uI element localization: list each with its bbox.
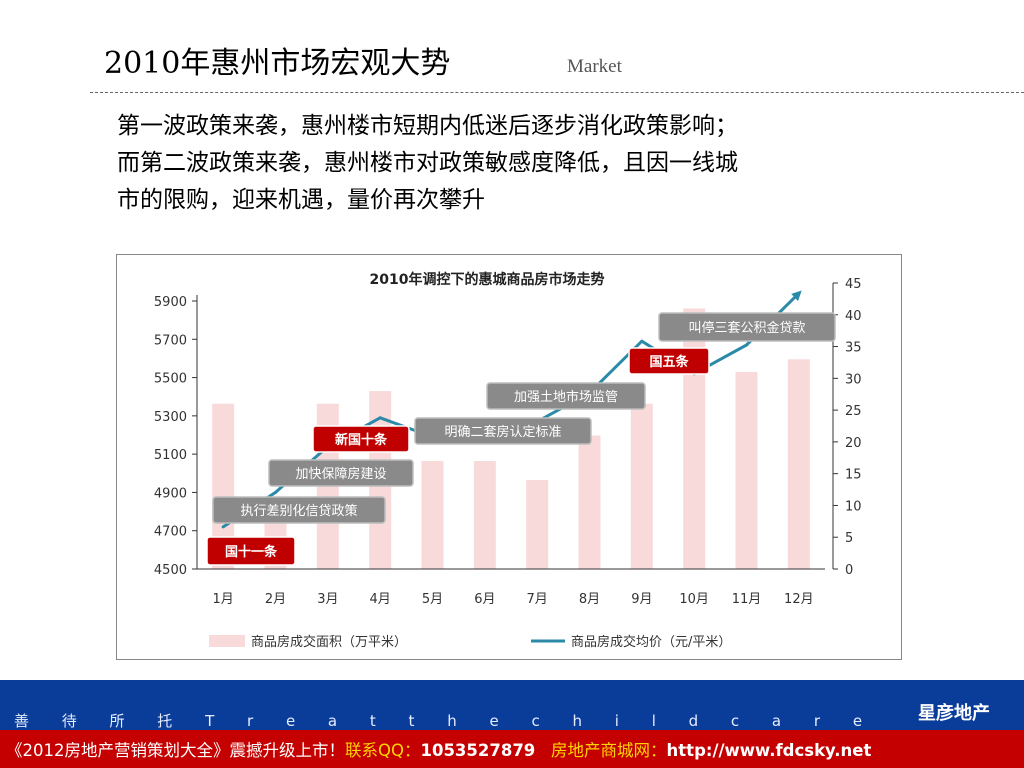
right-tick-label: 5 [845,531,853,546]
annotation-label: 加快保障房建设 [295,466,386,482]
x-tick-label: 2月 [265,592,286,607]
annotation-box [206,536,296,566]
left-tick-label: 4900 [154,486,187,501]
annotation-box [628,347,710,375]
ad-banner[interactable]: 《2012房地产营销策划大全》震撼升级上市！联系QQ：1053527879 房地… [0,730,1024,768]
annotation-box [268,459,414,487]
ad-qq: 1053527879 [420,741,536,760]
bar-8月 [578,435,601,569]
x-tick-label: 7月 [527,592,548,607]
bar-7月 [526,480,549,569]
body-line: 而第二波政策来袭，惠州楼市对政策敏感度降低，且因一线城 [117,150,738,176]
annotation-box [486,382,646,410]
x-tick-label: 1月 [213,592,234,607]
x-tick-label: 8月 [579,592,600,607]
bar-6月 [473,460,496,569]
body-text: 第一波政策来袭，惠州楼市短期内低迷后逐步消化政策影响； 而第二波政策来袭，惠州楼… [117,108,907,219]
bar-1月 [212,403,235,569]
annotation-box [658,312,836,342]
left-tick-label: 5300 [154,410,187,425]
chart-frame: 2010年调控下的惠城商品房市场走势 4500 4700 4900 5100 5300 5… [116,254,902,660]
x-tick-label: 6月 [474,592,495,607]
right-tick-label: 15 [845,468,862,483]
right-tick-label: 35 [845,341,862,356]
right-tick-label: 25 [845,404,862,419]
body-line: 第一波政策来袭，惠州楼市短期内低迷后逐步消化政策影响； [117,113,738,139]
x-tick-label: 4月 [370,592,391,607]
x-tick-label: 3月 [317,592,338,607]
legend-swatch-area [209,635,245,647]
annotation-box [212,496,386,524]
footer-brand-logo: 星彦地产 [918,703,990,724]
footer-band [0,680,1024,730]
annotation-label: 国五条 [649,354,689,370]
right-tick-label: 30 [845,372,862,387]
body-line: 市的限购，迎来机遇，量价再次攀升 [117,187,485,213]
legend-label-area: 商品房成交面积（万平米） [251,634,407,650]
price-point-9月 [640,339,644,343]
annotation-label: 明确二套房认定标准 [444,424,561,440]
price-point-12月 [797,291,801,295]
left-tick-label: 5700 [154,333,187,348]
x-tick-label: 5月 [422,592,443,607]
x-tick-label: 12月 [784,592,814,607]
annotation-box [414,417,592,445]
bar-12月 [787,359,810,569]
market-chart: 2010年调控下的惠城商品房市场走势 450047004900510053005… [154,271,862,650]
ad-part1: 《2012房地产营销策划大全》震撼升级上市！ [6,741,345,760]
right-tick-label: 0 [845,563,853,578]
annotation-label: 国十一条 [225,544,278,560]
price-point-4月 [378,416,382,420]
annotation-label: 加强土地市场监管 [514,389,618,405]
right-tick-label: 20 [845,436,862,451]
slide-title: 2010年惠州市场宏观大势 [104,46,451,81]
right-tick-label: 40 [845,309,862,324]
x-tick-label: 9月 [631,592,652,607]
footer-slogan: 善 待 所 托 T r e a t t h e c h i l d c a r … [14,712,877,730]
ad-text: 《2012房地产营销策划大全》震撼升级上市！联系QQ：1053527879 房地… [0,737,871,761]
chart-title: 2010年调控下的惠城商品房市场走势 [370,271,605,288]
ad-url[interactable]: http://www.fdcsky.net [666,741,872,760]
annotation-label: 新国十条 [335,432,388,448]
title-divider [90,92,1024,93]
left-tick-label: 4700 [154,525,187,540]
ad-part2: 联系QQ： [345,741,421,760]
x-tick-label: 10月 [679,592,709,607]
price-point-2月 [274,490,277,494]
right-tick-label: 45 [845,277,862,292]
right-tick-label: 10 [845,499,862,514]
left-tick-label: 5100 [154,448,187,463]
left-tick-label: 4500 [154,563,187,578]
bar-5月 [421,460,444,569]
legend-label-price: 商品房成交均价（元/平米） [571,634,731,650]
annotation-label: 叫停三套公积金贷款 [688,320,805,336]
bar-9月 [630,403,653,569]
ad-part3: 房地产商城网： [551,741,667,760]
price-point-1月 [221,525,225,529]
x-tick-label: 11月 [732,592,762,607]
annotation-box [312,425,410,453]
left-tick-label: 5900 [154,295,187,310]
left-tick-label: 5500 [154,372,187,387]
slide-subtitle: Market [567,56,622,77]
bar-11月 [735,371,758,569]
annotation-label: 执行差别化信贷政策 [240,503,357,519]
price-point-11月 [745,343,748,347]
